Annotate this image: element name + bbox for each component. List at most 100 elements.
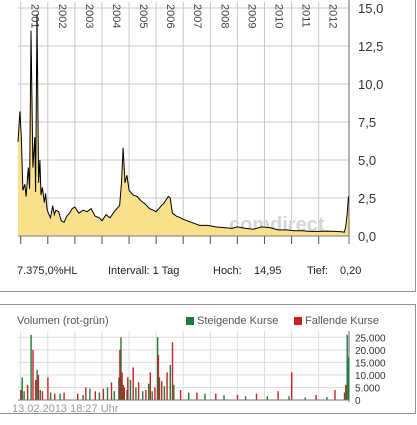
price-year-label: 2011 <box>300 4 312 28</box>
volume-bar-falling <box>94 391 96 400</box>
price-year-label: 2007 <box>191 4 203 28</box>
legend-falling: Fallende Kurse <box>294 315 379 327</box>
volume-bar-falling <box>41 391 44 400</box>
volume-bar-rising <box>126 390 128 400</box>
volume-bar-rising <box>120 337 122 400</box>
price-ytick-label: 2,5 <box>358 191 376 206</box>
volume-ytick-label: 10.000 <box>355 371 386 382</box>
volume-bar-falling <box>255 393 258 400</box>
legend-rising-swatch <box>186 317 194 326</box>
volume-bar-rising <box>118 377 120 400</box>
legend-rising-label: Steigende Kurse <box>197 315 279 327</box>
volume-bar-rising <box>151 391 153 400</box>
volume-bar-falling <box>123 387 125 400</box>
volume-bar-falling <box>154 387 156 400</box>
volume-bar-rising <box>36 369 38 400</box>
volume-bar-rising <box>98 392 101 400</box>
volume-bar-rising <box>113 391 115 400</box>
volume-bar-rising <box>346 334 348 400</box>
volume-bar-rising <box>89 388 91 400</box>
volume-bar-falling <box>157 354 160 400</box>
volume-bar-falling <box>47 377 49 400</box>
volume-bar-falling <box>132 367 134 400</box>
price-chart: 0,0 2,5 5,0 7,5 10,0 12,5 15,0 2001 2002 2003 2004… <box>17 0 383 244</box>
price-ytick-label: 10,0 <box>358 77 383 92</box>
wkn-label: 7.375,0%HL <box>17 265 78 277</box>
volume-bar-falling <box>63 392 65 400</box>
high-value: 14,95 <box>254 265 282 277</box>
price-year-label: 2002 <box>56 4 68 28</box>
price-year-label: 2001 <box>29 4 41 28</box>
volume-bar-falling <box>334 390 336 400</box>
volume-ytick-label: 20.000 <box>355 346 386 357</box>
timestamp: 13.02.2013 18:27 Uhr <box>12 403 119 415</box>
high-label: Hoch: <box>213 265 242 277</box>
price-year-label: 2005 <box>137 4 149 28</box>
volume-bar-falling <box>127 377 129 400</box>
volume-ytick-label: 5.000 <box>355 383 380 394</box>
volume-bar-falling <box>54 393 56 400</box>
interval-label: Intervall: 1 Tag <box>108 265 180 277</box>
volume-bar-falling <box>215 393 217 400</box>
price-year-label: 2012 <box>327 4 339 28</box>
volume-title: Volumen (rot-grün) <box>17 315 109 327</box>
volume-bar-falling <box>236 395 239 400</box>
volume-bar-falling <box>166 372 168 400</box>
volume-bar-falling <box>171 342 174 400</box>
volume-bar-falling <box>110 382 113 400</box>
price-year-label: 2008 <box>218 4 230 28</box>
volume-bar-falling <box>345 384 347 400</box>
volume-bar-rising <box>223 395 225 400</box>
volume-bar-falling <box>119 349 121 400</box>
volume-chart-panel: Volumen (rot-grün) Steigende Kurse Falle… <box>0 304 416 414</box>
price-year-label: 2004 <box>110 4 122 28</box>
volume-bar-rising <box>326 397 328 400</box>
volume-bar-falling <box>196 392 198 400</box>
volume-bar-rising <box>169 364 171 400</box>
volume-bar-rising <box>21 377 23 400</box>
volume-bar-falling <box>145 390 147 400</box>
volume-bar-rising <box>244 396 247 400</box>
volume-bar-rising <box>39 390 41 400</box>
volume-bar-falling <box>77 393 79 400</box>
price-ytick-label: 5,0 <box>358 153 376 168</box>
volume-bar-falling <box>121 372 123 400</box>
volume-ytick-label: 0 <box>355 396 361 407</box>
volume-bar-rising <box>188 392 190 400</box>
price-ytick-label: 12,5 <box>358 39 383 54</box>
volume-bar-rising <box>23 391 25 400</box>
volume-bar-rising <box>49 392 52 400</box>
price-ytick-label: 7,5 <box>358 115 376 130</box>
volume-bar-falling <box>291 372 293 400</box>
volume-bar-rising <box>82 395 84 400</box>
volume-bar-rising <box>288 396 290 400</box>
volume-bar-rising <box>204 393 206 400</box>
volume-bar-falling <box>85 387 87 400</box>
volume-bar-falling <box>35 379 37 400</box>
volume-bar-rising <box>173 384 175 400</box>
volume-bar-rising <box>30 334 32 400</box>
volume-bar-rising <box>122 384 124 400</box>
price-year-label: 2003 <box>83 4 95 28</box>
volume-bar-rising <box>156 337 159 400</box>
price-year-label: 2010 <box>272 4 284 28</box>
volume-bar-rising <box>266 396 268 400</box>
volume-bar-falling <box>179 390 182 400</box>
price-year-label: 2009 <box>245 4 257 28</box>
volume-bar-falling <box>137 382 140 400</box>
price-chart-panel: 0,0 2,5 5,0 7,5 10,0 12,5 15,0 2001 2002 2003 2004… <box>0 0 416 292</box>
volume-bar-rising <box>163 386 166 400</box>
volume-bar-falling <box>32 349 34 400</box>
volume-bar-rising <box>142 391 144 400</box>
volume-bar-rising <box>304 397 306 400</box>
volume-bar-rising <box>343 392 346 400</box>
volume-bar-falling <box>149 372 151 400</box>
volume-bar-rising <box>158 377 161 400</box>
legend-falling-label: Fallende Kurse <box>305 315 379 327</box>
volume-bar-falling <box>315 395 317 400</box>
price-line <box>17 14 349 233</box>
price-ytick-label: 0,0 <box>358 229 376 244</box>
volume-bar-rising <box>59 393 61 400</box>
volume-bar-falling <box>102 388 105 400</box>
